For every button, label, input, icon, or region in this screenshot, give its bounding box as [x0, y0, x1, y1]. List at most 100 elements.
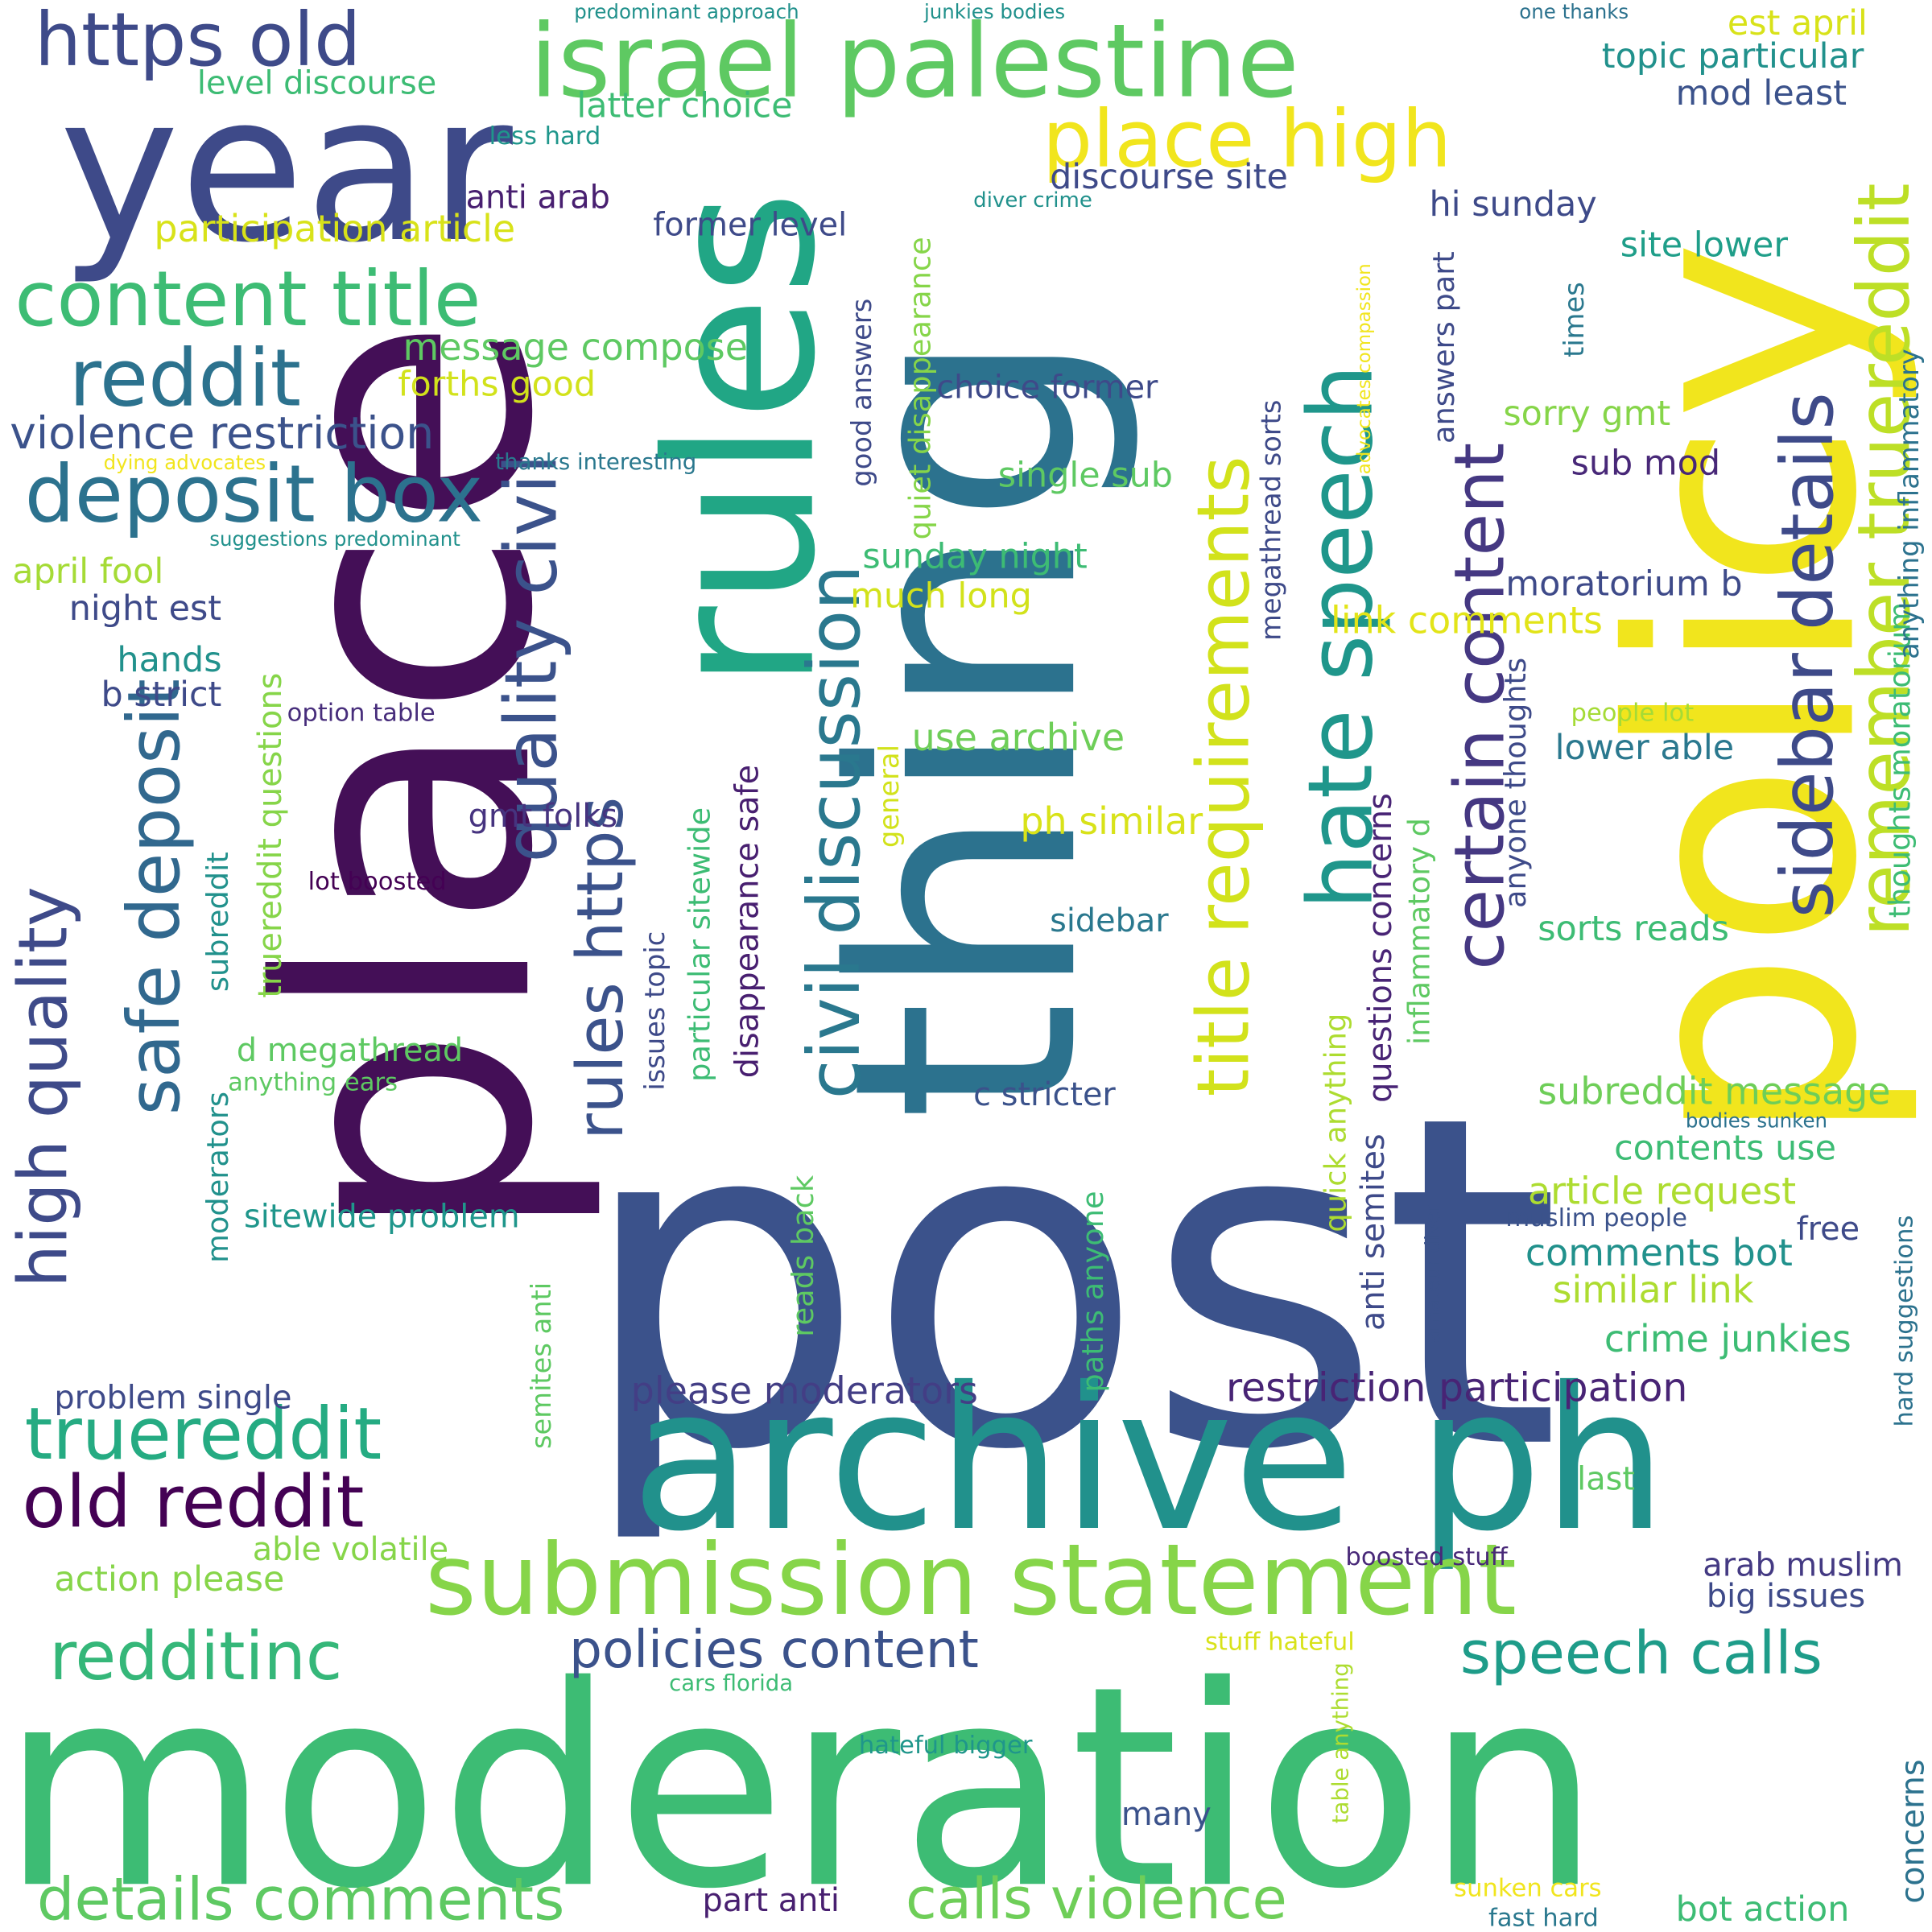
word-general: general	[874, 745, 906, 848]
word-violence-restriction: violence restriction	[10, 409, 435, 460]
word-people-lot: people lot	[1571, 697, 1695, 728]
word-please-moderators: please moderators	[630, 1370, 978, 1414]
word-less-hard: less hard	[489, 121, 601, 151]
word-level-discourse: level discourse	[196, 65, 437, 103]
word-ph-similar: ph similar	[1020, 800, 1203, 844]
word-safe-deposit: safe deposit	[112, 679, 196, 1116]
word-option-table: option table	[287, 697, 436, 728]
word-submission-statement: submission statement	[425, 1522, 1517, 1638]
word-crime-junkies: crime junkies	[1604, 1318, 1852, 1362]
word-night-est: night est	[68, 588, 222, 629]
word-moderators: moderators	[200, 1091, 236, 1263]
word-disappearance-safe: disappearance safe	[729, 764, 767, 1079]
word-muslim-people: muslim people	[1505, 1202, 1687, 1232]
word-comments-bot: comments bot	[1525, 1232, 1793, 1276]
word-restriction-participation: restriction participation	[1225, 1364, 1688, 1411]
word-stuff-hateful: stuff hateful	[1204, 1626, 1355, 1657]
word-much-long: much long	[850, 575, 1032, 617]
word-megathread-sorts: megathread sorts	[1257, 399, 1288, 641]
word-use-archive: use archive	[911, 716, 1125, 761]
word-hi-sunday: hi sunday	[1429, 184, 1597, 225]
word-old-reddit: old reddit	[22, 1459, 365, 1544]
word-reddit: reddit	[68, 333, 302, 426]
word-times: times	[1559, 282, 1591, 357]
word-choice-former: choice former	[936, 369, 1158, 407]
word-hard-suggestions: hard suggestions	[1889, 1215, 1919, 1427]
word-https-old: https old	[34, 0, 361, 85]
word-place-high: place high	[1042, 94, 1452, 187]
word-speech-calls: speech calls	[1459, 1619, 1823, 1688]
word-answers-part: answers part	[1426, 251, 1462, 444]
word-predominant-approach: predominant approach	[574, 0, 799, 24]
word-table-anything: table anything	[1328, 1662, 1355, 1824]
word-year: year	[59, 50, 513, 287]
word-anti-arab: anti arab	[465, 180, 610, 217]
word-contents-use: contents use	[1614, 1127, 1836, 1169]
word-anything-inflammatory: anything inflammatory	[1895, 349, 1926, 659]
word-paths-anyone: paths anyone	[1075, 1191, 1111, 1393]
word-truereddit: truereddit	[24, 1392, 382, 1476]
word-message-compose: message compose	[402, 326, 748, 370]
word-last: last	[1577, 1461, 1635, 1499]
word-questions-concerns: questions concerns	[1362, 793, 1400, 1103]
word-bodies-sunken: bodies sunken	[1685, 1108, 1828, 1133]
word-big-issues: big issues	[1706, 1578, 1866, 1616]
word-fast-hard: fast hard	[1488, 1902, 1599, 1932]
word-sub-mod: sub mod	[1571, 442, 1721, 483]
word-inflammatory-d: inflammatory d	[1402, 818, 1437, 1045]
word-moderation: moderation	[0, 1627, 1601, 1932]
word-site-lower: site lower	[1620, 224, 1788, 266]
word-mod-least: mod least	[1675, 72, 1847, 114]
word-lot-boosted: lot boosted	[308, 866, 447, 896]
word-former-level: former level	[653, 207, 848, 245]
word-sunday-night: sunday night	[862, 535, 1088, 577]
word-one-thanks: one thanks	[1519, 0, 1629, 24]
word-issues-topic: issues topic	[640, 931, 672, 1091]
word-participation-article: participation article	[154, 208, 516, 252]
word-moratorium-b: moratorium b	[1505, 563, 1743, 604]
word-article-request: article request	[1527, 1170, 1797, 1214]
word-many: many	[1121, 1796, 1212, 1834]
word-sitewide-problem: sitewide problem	[244, 1199, 520, 1236]
word-b-strict: b strict	[101, 674, 222, 715]
word-part-anti: part anti	[702, 1882, 840, 1920]
word-gmt-folks: gmt folks	[468, 798, 618, 836]
word-thanks-interesting: thanks interesting	[495, 449, 697, 476]
word-redditinc: redditinc	[49, 1617, 343, 1696]
word-free: free	[1796, 1211, 1860, 1249]
word-reads-back: reads back	[786, 1174, 821, 1337]
word-title-requirements: title requirements	[1181, 456, 1265, 1097]
word-subreddit-message: subreddit message	[1538, 1071, 1891, 1114]
word-subreddit: subreddit	[200, 852, 236, 993]
word-est-april: est april	[1727, 2, 1868, 43]
word-sidebar-details: sidebar details	[1765, 392, 1850, 919]
word-concerns: concerns	[1895, 1759, 1932, 1904]
word-calls-violence: calls violence	[906, 1865, 1287, 1932]
word-amateur-diver: amateur diver	[1420, 1203, 1444, 1344]
word-topic-particular: topic particular	[1601, 35, 1864, 76]
word-junkies-bodies: junkies bodies	[923, 0, 1066, 24]
word-sidebar: sidebar	[1050, 902, 1169, 940]
word-good-answers: good answers	[848, 298, 879, 487]
word-civil-discussion: civil discussion	[792, 564, 877, 1100]
word-sorry-gmt: sorry gmt	[1503, 393, 1671, 434]
word-anti-semites: anti semites	[1355, 1133, 1393, 1331]
word-bot-action: bot action	[1675, 1889, 1850, 1930]
word-anything-ears: anything ears	[228, 1067, 398, 1097]
word-single-sub: single sub	[997, 454, 1173, 496]
word-quiet-disappearance: quiet disappearance	[902, 237, 938, 540]
word-dying-advocates: dying advocates	[103, 451, 266, 475]
word-archive-ph: archive ph	[630, 1344, 1668, 1575]
word-details-comments: details comments	[36, 1865, 565, 1932]
word-action-please: action please	[54, 1558, 285, 1600]
word-particular-sitewide: particular sitewide	[682, 807, 717, 1082]
word-boosted-stuff: boosted stuff	[1345, 1541, 1508, 1571]
word-problem-single: problem single	[54, 1380, 292, 1418]
word-diver-crime: diver crime	[973, 188, 1092, 213]
word-quick-anything: quick anything	[1318, 1013, 1353, 1232]
word-deposit-box: deposit box	[24, 449, 484, 541]
word-d-megathread: d megathread	[236, 1032, 464, 1070]
word-truereddit-questions: truereddit questions	[252, 672, 290, 998]
word-rules-https: rules https	[564, 796, 638, 1140]
